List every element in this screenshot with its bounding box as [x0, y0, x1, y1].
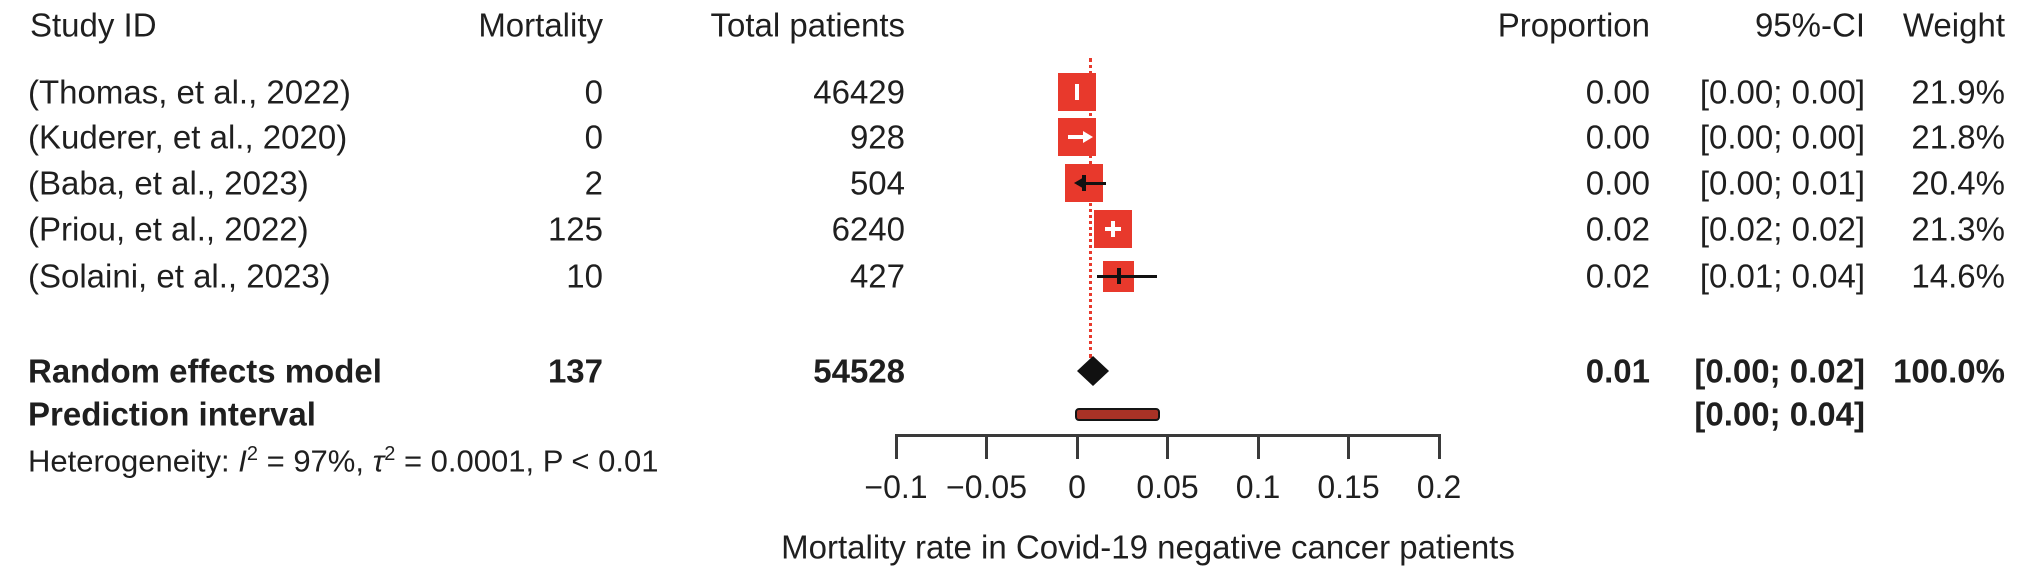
ci-value: [0.00; 0.01] — [1699, 164, 1865, 202]
summary-diamond — [1077, 356, 1110, 386]
ci-whisker — [1077, 181, 1106, 185]
x-axis-tick — [1437, 435, 1441, 459]
estimate-dash — [1068, 135, 1084, 139]
x-axis-title: Mortality rate in Covid-19 negative canc… — [781, 528, 1515, 566]
weight-value: 21.8% — [1911, 118, 2005, 156]
mortality-value: 2 — [584, 164, 603, 202]
mortality-value: 125 — [547, 210, 603, 248]
study-label: (Kuderer, et al., 2020) — [28, 118, 348, 156]
mortality-value: 0 — [584, 73, 603, 111]
summary-mortality-value: 137 — [547, 352, 603, 390]
summary-weight-value: 100.0% — [1893, 352, 2005, 390]
total-value: 504 — [849, 164, 905, 202]
ci-value: [0.00; 0.00] — [1699, 118, 1865, 156]
x-axis-tick — [1075, 435, 1079, 459]
heterogeneity-text: Heterogeneity: I2 = 97%, τ2 = 0.0001, P … — [28, 443, 659, 479]
whisker-arrow-left-icon — [1074, 176, 1086, 190]
ci-value: [0.02; 0.02] — [1699, 210, 1865, 248]
x-axis-tick-label: 0.15 — [1317, 469, 1380, 505]
het-i-rest: = 97%, — [257, 443, 373, 479]
mortality-value: 10 — [566, 257, 603, 295]
proportion-value: 0.02 — [1585, 210, 1650, 248]
mortality-header: Mortality — [478, 6, 603, 44]
whisker-arrow-right-icon — [1083, 131, 1093, 143]
random-effects-label: Random effects model — [28, 352, 382, 390]
total-value: 46429 — [813, 73, 905, 111]
x-axis-tick-label: 0.05 — [1136, 469, 1199, 505]
estimate-tick — [1075, 84, 1079, 100]
prediction-interval-label: Prediction interval — [28, 395, 316, 433]
proportion-value: 0.00 — [1585, 118, 1650, 156]
x-axis-tick-label: 0.2 — [1416, 469, 1462, 505]
mortality-value: 0 — [584, 118, 603, 156]
weight-value: 20.4% — [1911, 164, 2005, 202]
pooled-estimate-ref-line — [1089, 58, 1093, 358]
weight-header: Weight — [1902, 6, 2005, 44]
proportion-value: 0.00 — [1585, 73, 1650, 111]
het-i-symbol: I — [238, 443, 247, 479]
estimate-tick — [1111, 221, 1116, 237]
weight-value: 14.6% — [1911, 257, 2005, 295]
ci-whisker — [1096, 274, 1157, 278]
study-id-header: Study ID — [30, 6, 157, 44]
estimate-tick — [1116, 268, 1121, 284]
ci-value: [0.01; 0.04] — [1699, 257, 1865, 295]
study-label: (Solaini, et al., 2023) — [28, 257, 331, 295]
x-axis-tick-label: −0.1 — [864, 469, 928, 505]
ci-value: [0.00; 0.00] — [1699, 73, 1865, 111]
ci-header: 95%-CI — [1754, 6, 1865, 44]
x-axis-tick — [1347, 435, 1350, 459]
summary-proportion-value: 0.01 — [1585, 352, 1650, 390]
x-axis-tick — [985, 435, 988, 459]
x-axis-tick — [894, 435, 898, 459]
study-label: (Thomas, et al., 2022) — [28, 73, 351, 111]
x-axis-tick — [1166, 435, 1169, 459]
x-axis-tick-label: 0.1 — [1235, 469, 1281, 505]
het-i-sup: 2 — [246, 443, 258, 466]
weight-value: 21.9% — [1911, 73, 2005, 111]
weight-value: 21.3% — [1911, 210, 2005, 248]
prediction-interval-bar — [1075, 408, 1161, 421]
total-value: 6240 — [831, 210, 905, 248]
x-axis-tick-label: 0 — [1068, 469, 1086, 505]
summary-ci-value: [0.00; 0.02] — [1694, 352, 1865, 390]
proportion-header: Proportion — [1497, 6, 1650, 44]
proportion-value: 0.02 — [1585, 257, 1650, 295]
total-patients-header: Total patients — [710, 6, 905, 44]
total-value: 427 — [849, 257, 905, 295]
het-tau-sup: 2 — [384, 443, 396, 466]
het-tau-symbol: τ — [372, 443, 385, 479]
het-tau-rest: = 0.0001, — [395, 443, 543, 479]
x-axis-tick — [1256, 435, 1260, 459]
study-label: (Priou, et al., 2022) — [28, 210, 309, 248]
total-value: 928 — [849, 118, 905, 156]
x-axis-tick-label: −0.05 — [946, 469, 1027, 505]
summary-total-value: 54528 — [813, 352, 905, 390]
prediction-ci-value: [0.00; 0.04] — [1694, 395, 1865, 433]
study-label: (Baba, et al., 2023) — [28, 164, 309, 202]
het-prefix: Heterogeneity: — [28, 443, 239, 479]
proportion-value: 0.00 — [1585, 164, 1650, 202]
het-p-text: P < 0.01 — [542, 443, 659, 479]
